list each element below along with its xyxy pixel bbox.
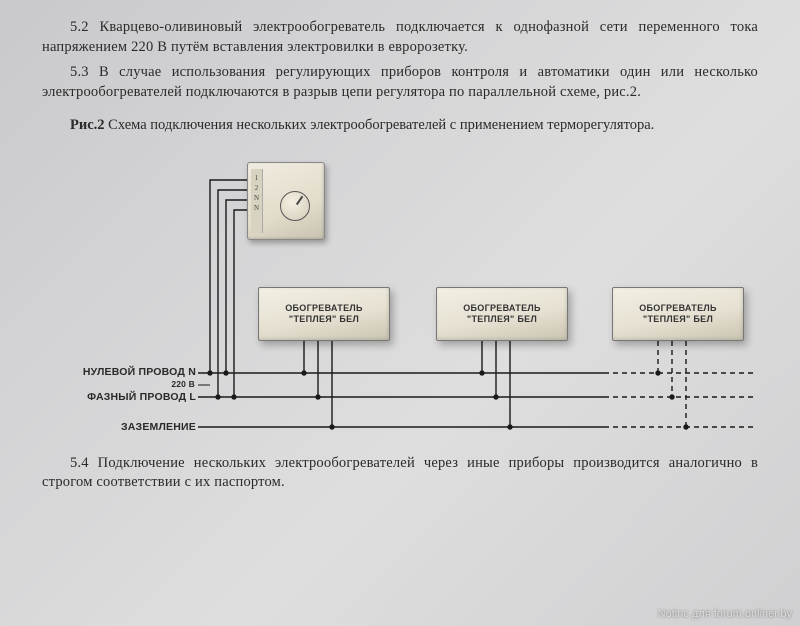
thermostat-terminals: 12NN <box>251 169 263 233</box>
wiring-diagram: 12NN ОБОГРЕВАТЕЛЬ "ТЕПЛЕЯ" БЕЛ ОБОГРЕВАТ… <box>42 144 758 454</box>
label-neutral-wire: НУЛЕВОЙ ПРОВОД N <box>56 366 196 378</box>
figure-number: Рис.2 <box>70 117 105 133</box>
watermark-text: Notinc для forum.onliner.by <box>658 608 792 620</box>
thermostat-dial-icon <box>280 191 310 221</box>
thermostat-device: 12NN <box>247 162 325 240</box>
figure-caption-text: Схема подключения нескольких электрообог… <box>105 117 655 133</box>
heater-label-line1: ОБОГРЕВАТЕЛЬ <box>285 303 363 314</box>
heater-label-line2: "ТЕПЛЕЯ" БЕЛ <box>289 314 359 325</box>
paragraph-5-3: 5.3 В случае использования регулирующих … <box>42 63 758 102</box>
figure-caption: Рис.2 Схема подключения нескольких элект… <box>42 116 758 136</box>
paragraph-5-2: 5.2 Кварцево-оливиновый электрообогреват… <box>42 18 758 57</box>
label-phase-wire: ФАЗНЫЙ ПРОВОД L <box>64 391 196 403</box>
label-ground-wire: ЗАЗЕМЛЕНИЕ <box>102 421 196 433</box>
heater-box-1: ОБОГРЕВАТЕЛЬ "ТЕПЛЕЯ" БЕЛ <box>258 287 390 341</box>
heater-label-line1: ОБОГРЕВАТЕЛЬ <box>639 303 717 314</box>
heater-label-line2: "ТЕПЛЕЯ" БЕЛ <box>643 314 713 325</box>
document-page: 5.2 Кварцево-оливиновый электрообогреват… <box>0 0 800 509</box>
heater-label-line1: ОБОГРЕВАТЕЛЬ <box>463 303 541 314</box>
label-voltage: 220 В <box>147 379 195 389</box>
heater-label-line2: "ТЕПЛЕЯ" БЕЛ <box>467 314 537 325</box>
heater-box-3: ОБОГРЕВАТЕЛЬ "ТЕПЛЕЯ" БЕЛ <box>612 287 744 341</box>
paragraph-5-4: 5.4 Подключение нескольких электрообогре… <box>42 454 758 493</box>
heater-box-2: ОБОГРЕВАТЕЛЬ "ТЕПЛЕЯ" БЕЛ <box>436 287 568 341</box>
